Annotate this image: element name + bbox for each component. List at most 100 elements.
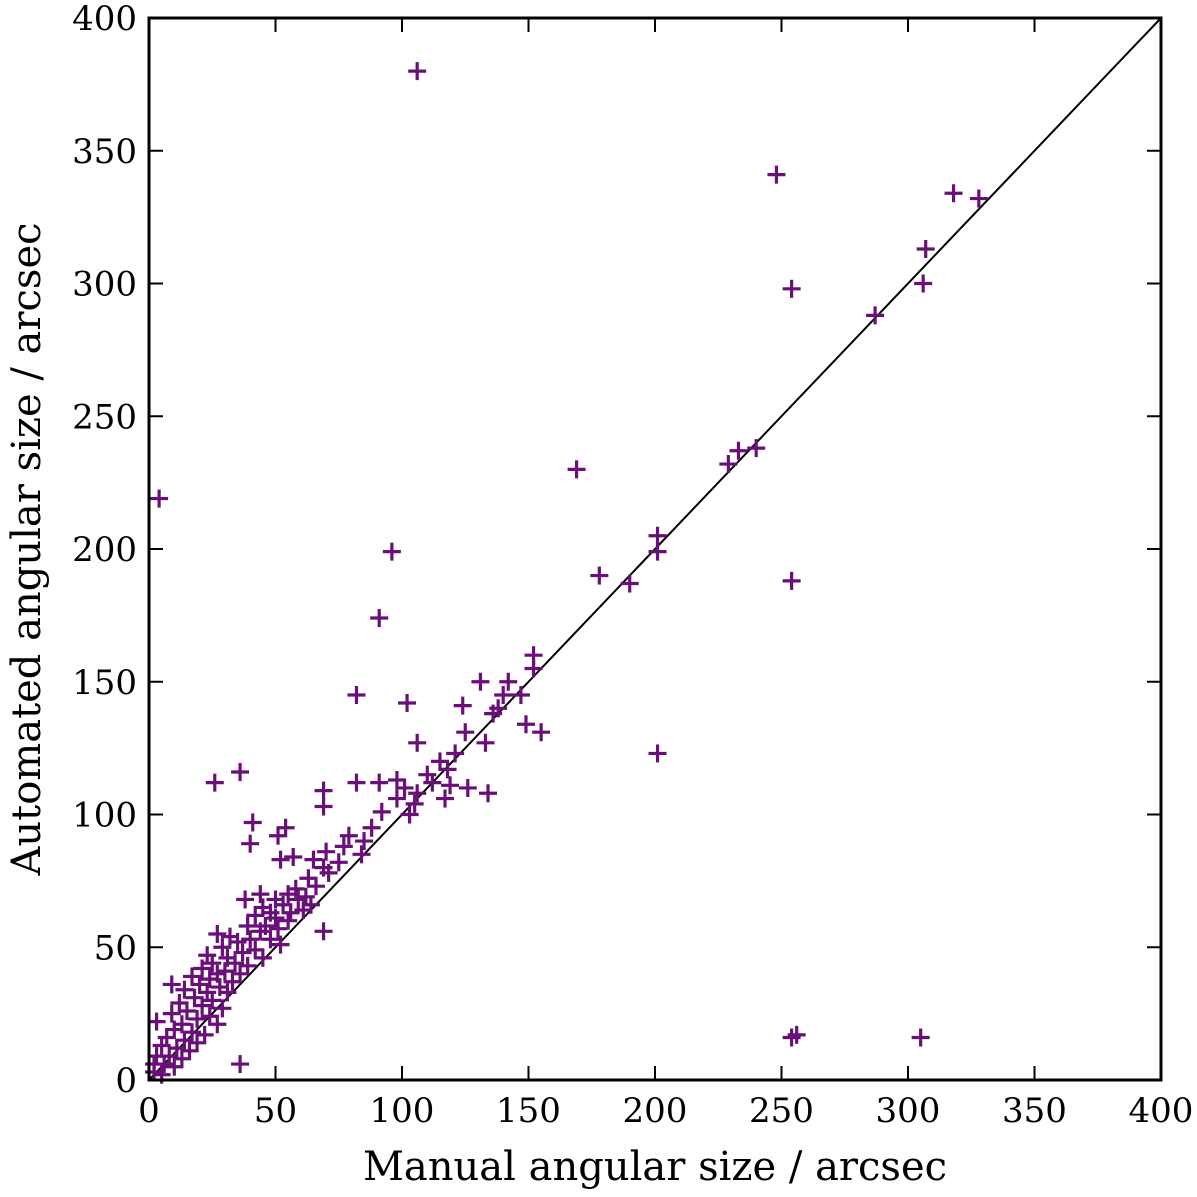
data-point <box>231 1055 250 1074</box>
data-point <box>175 980 194 999</box>
x-tick-labels: 0 50 100 150 200 250 300 350 400 <box>138 1091 1193 1131</box>
data-point <box>203 954 222 973</box>
data-point <box>284 847 303 866</box>
data-point <box>271 850 290 869</box>
data-point <box>729 441 748 460</box>
y-tick-label: 100 <box>72 796 137 836</box>
data-point <box>471 672 490 691</box>
data-point <box>511 686 530 705</box>
data-point <box>787 1025 806 1044</box>
data-point <box>241 930 260 949</box>
data-point <box>150 489 169 508</box>
data-point <box>620 574 639 593</box>
data-point <box>382 542 401 561</box>
data-point <box>400 805 419 824</box>
data-point <box>370 609 389 628</box>
data-points <box>145 62 988 1084</box>
x-tick-label: 250 <box>749 1091 814 1131</box>
identity-reference-line <box>148 17 1162 1081</box>
data-point <box>423 773 442 792</box>
data-point <box>281 903 300 922</box>
data-point <box>246 906 265 925</box>
data-point <box>944 184 963 203</box>
data-point <box>228 932 247 951</box>
data-point <box>162 975 181 994</box>
data-point <box>213 999 232 1018</box>
identity-line <box>148 17 1162 1081</box>
y-tick-labels: 0 50 100 150 200 250 300 350 400 <box>72 0 137 1101</box>
y-tick-label: 50 <box>94 928 137 968</box>
data-point <box>719 455 738 474</box>
data-point <box>329 853 348 872</box>
data-point <box>438 760 457 779</box>
data-point <box>208 1015 227 1034</box>
data-point <box>213 938 232 957</box>
data-point <box>226 954 245 973</box>
data-point <box>436 789 455 808</box>
data-point <box>590 566 609 585</box>
data-point <box>279 911 298 930</box>
data-point <box>456 723 475 742</box>
data-point <box>241 834 260 853</box>
data-point <box>782 279 801 298</box>
data-point <box>203 991 222 1010</box>
data-point <box>372 802 391 821</box>
data-point <box>236 890 255 909</box>
data-point <box>516 715 535 734</box>
data-point <box>484 704 503 723</box>
data-point <box>911 1028 930 1047</box>
y-tick-label: 200 <box>72 530 137 570</box>
data-point <box>494 686 513 705</box>
x-tick-label: 150 <box>496 1091 561 1131</box>
data-point <box>453 696 472 715</box>
y-tick-label: 0 <box>115 1061 137 1101</box>
data-point <box>253 948 272 967</box>
x-tick-label: 300 <box>876 1091 941 1131</box>
data-point <box>476 733 495 752</box>
data-point <box>479 784 498 803</box>
data-point <box>147 1012 166 1031</box>
y-tick-label: 300 <box>72 265 137 305</box>
x-tick-label: 0 <box>138 1091 160 1131</box>
x-tick-label: 50 <box>254 1091 297 1131</box>
data-point <box>165 1057 184 1076</box>
data-point <box>314 922 333 941</box>
data-point <box>532 723 551 742</box>
data-point <box>233 943 252 962</box>
data-point <box>524 659 543 678</box>
x-tick-label: 400 <box>1129 1091 1194 1131</box>
data-point <box>355 832 374 851</box>
data-point <box>370 773 389 792</box>
data-point <box>238 917 257 936</box>
data-point <box>458 778 477 797</box>
data-point <box>152 1036 171 1055</box>
y-tick-label: 250 <box>72 397 137 437</box>
data-point <box>648 526 667 545</box>
data-point <box>567 460 586 479</box>
y-tick-label: 150 <box>72 663 137 703</box>
data-point <box>289 890 308 909</box>
data-point <box>866 306 885 325</box>
data-point <box>251 922 270 941</box>
data-point <box>914 274 933 293</box>
data-point <box>387 789 406 808</box>
data-point <box>231 763 250 782</box>
data-point <box>969 189 988 208</box>
data-point <box>162 1004 181 1023</box>
data-point <box>648 744 667 763</box>
data-point <box>188 1009 207 1028</box>
x-tick-label: 200 <box>623 1091 688 1131</box>
data-point <box>916 239 935 258</box>
x-axis-label: Manual angular size / arcsec <box>363 1144 947 1190</box>
data-point <box>319 863 338 882</box>
plot-area-frame <box>147 16 1163 1082</box>
data-point <box>218 983 237 1002</box>
data-point <box>266 909 285 928</box>
data-point <box>294 901 313 920</box>
data-point <box>398 693 417 712</box>
data-point <box>205 773 224 792</box>
data-point <box>499 672 518 691</box>
data-point <box>251 885 270 904</box>
data-point <box>177 1001 196 1020</box>
data-point <box>446 744 465 763</box>
